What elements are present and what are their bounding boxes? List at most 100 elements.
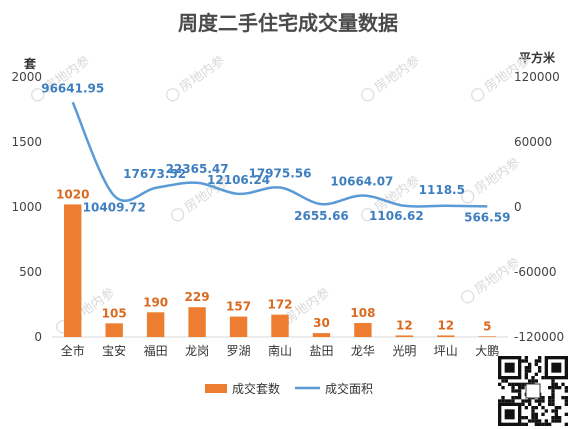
- bar: [229, 316, 248, 337]
- qr-module: [538, 399, 542, 403]
- bar: [105, 323, 123, 337]
- qr-module: [534, 362, 538, 366]
- qr-module: [501, 379, 505, 383]
- bar: [437, 335, 455, 337]
- qr-module: [551, 389, 555, 393]
- qr-module: [551, 402, 555, 406]
- qr-module: [538, 366, 542, 370]
- line-data-label: 2655.66: [294, 209, 349, 223]
- line-data-label: 10409.72: [83, 201, 146, 215]
- qr-module: [538, 356, 542, 360]
- right-tick-label: 60000: [514, 135, 552, 149]
- qr-module: [534, 399, 538, 403]
- qr-module: [524, 422, 528, 426]
- qr-module: [558, 406, 562, 410]
- qr-module: [548, 399, 552, 403]
- watermark: 房地内参: [361, 53, 423, 102]
- qr-module: [551, 409, 555, 413]
- qr-module: [541, 406, 545, 410]
- qr-module: [508, 399, 512, 403]
- line-data-label: 17673.52: [123, 167, 186, 181]
- qr-module: [551, 386, 555, 390]
- qr-module: [564, 422, 568, 426]
- qr-module: [524, 399, 528, 403]
- qr-finder-core: [551, 362, 562, 373]
- qr-module: [554, 382, 558, 386]
- qr-module: [551, 419, 555, 423]
- legend-bar-label: 成交套数: [232, 381, 280, 396]
- qr-module: [564, 402, 568, 406]
- bar-data-label: 157: [226, 300, 251, 314]
- qr-module: [558, 419, 562, 423]
- qr-module: [511, 382, 515, 386]
- watermark-logo-icon: [166, 88, 180, 102]
- qr-module: [518, 382, 522, 386]
- qr-module: [514, 389, 518, 393]
- qr-module: [548, 396, 552, 400]
- bar-data-label: 172: [267, 298, 292, 312]
- line-data-label: 12106.24: [207, 173, 270, 187]
- qr-module: [524, 406, 528, 410]
- bar-data-label: 30: [313, 316, 330, 330]
- qr-module: [534, 422, 538, 426]
- qr-module: [534, 372, 538, 376]
- category-label: 全市: [61, 343, 85, 358]
- category-label: 宝安: [102, 343, 126, 358]
- chart-title: 周度二手住宅成交量数据: [178, 11, 398, 35]
- watermark-logo-icon: [461, 290, 475, 304]
- qr-module: [531, 412, 535, 416]
- line-data-labels: 96641.95 10409.72 17673.5222365.4712106.24…: [41, 81, 510, 224]
- bar: [478, 336, 496, 337]
- qr-module: [524, 416, 528, 420]
- watermark-text: 房地内参: [371, 53, 423, 96]
- watermark: 房地内参: [166, 53, 228, 102]
- qr-module: [551, 416, 555, 420]
- qr-module: [564, 399, 568, 403]
- qr-module: [501, 386, 505, 390]
- qr-module: [531, 416, 535, 420]
- line-data-label: 17975.56: [248, 167, 311, 181]
- bar: [64, 204, 82, 337]
- right-tick-label: 120000: [514, 70, 560, 84]
- qr-module: [498, 399, 502, 403]
- line-data-label: 566.59: [464, 210, 510, 224]
- qr-module: [498, 382, 502, 386]
- area-line: [71, 101, 488, 208]
- line-data-label: 10664.07: [330, 174, 393, 188]
- qr-module: [551, 396, 555, 400]
- watermark-logo-icon: [471, 88, 485, 102]
- qr-module: [521, 399, 525, 403]
- qr-module: [558, 386, 562, 390]
- qr-module: [521, 382, 525, 386]
- qr-module: [528, 369, 532, 373]
- qr-module: [564, 386, 568, 390]
- qr-module: [524, 376, 528, 380]
- qr-module: [541, 399, 545, 403]
- qr-module: [554, 412, 558, 416]
- qr-module: [558, 416, 562, 420]
- category-label: 大鹏: [475, 344, 499, 358]
- qr-module: [551, 392, 555, 396]
- qr-module: [504, 399, 508, 403]
- qr-module: [551, 379, 555, 383]
- watermark-logo-icon: [171, 208, 185, 222]
- qr-module: [531, 406, 535, 410]
- qr-module: [511, 399, 515, 403]
- qr-module: [561, 396, 565, 400]
- legend-bar-swatch: [205, 384, 227, 393]
- qr-code: [498, 356, 568, 426]
- qr-module: [544, 422, 548, 426]
- line-data-label: 96641.95: [41, 81, 104, 95]
- bar-data-label: 105: [102, 306, 127, 320]
- category-label: 龙华: [351, 344, 375, 358]
- qr-module: [528, 379, 532, 383]
- left-tick-label: 2000: [11, 70, 42, 84]
- qr-module: [534, 359, 538, 363]
- qr-module: [544, 419, 548, 423]
- qr-module: [524, 372, 528, 376]
- category-label: 坪山: [434, 344, 458, 358]
- qr-module: [521, 386, 525, 390]
- bar-series: [64, 204, 496, 337]
- watermark-logo-icon: [361, 88, 375, 102]
- qr-module: [551, 382, 555, 386]
